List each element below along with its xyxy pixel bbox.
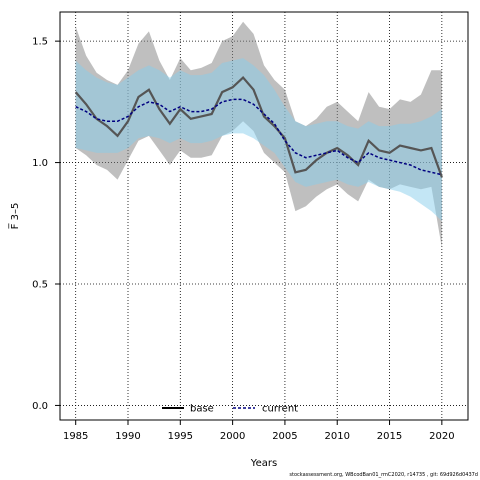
- series-line-current: [75, 98, 443, 176]
- legend: base current: [162, 404, 298, 415]
- y-axis-label: F̅ 3–5: [8, 203, 21, 230]
- legend-label-base: base: [190, 404, 214, 415]
- grid: [60, 12, 468, 420]
- axes: 1985 1990 1995 2000 2005 2010 2015 2020 0.0 0.5 1.…: [32, 37, 454, 442]
- x-axis-label: Years: [250, 458, 277, 469]
- footer-note: stockassessment.org, WBcodBan01_rmC2020,…: [289, 472, 478, 478]
- y-axis-label-group: F̅ 3–5: [8, 203, 21, 230]
- confidence-bands: [75, 21, 442, 248]
- y-tick-label-2: 1.0: [32, 158, 48, 169]
- x-tick-label-1985: 1985: [63, 431, 88, 442]
- y-tick-label-3: 1.5: [32, 37, 48, 48]
- confidence-band-current: [75, 58, 442, 221]
- plot-frame: [59, 11, 469, 421]
- x-tick-label-2020: 2020: [429, 431, 454, 442]
- x-tick-label-2000: 2000: [220, 431, 245, 442]
- x-tick-label-2015: 2015: [377, 431, 402, 442]
- x-tick-label-2010: 2010: [325, 431, 350, 442]
- y-tick-label-0: 0.0: [32, 401, 48, 412]
- legend-label-current: current: [262, 404, 298, 415]
- x-tick-label-1995: 1995: [168, 431, 193, 442]
- series-lines: [74, 75, 443, 178]
- x-tick-label-2005: 2005: [272, 431, 297, 442]
- y-tick-label-1: 0.5: [32, 280, 48, 291]
- series-line-base: [74, 75, 443, 178]
- x-tick-label-1990: 1990: [115, 431, 140, 442]
